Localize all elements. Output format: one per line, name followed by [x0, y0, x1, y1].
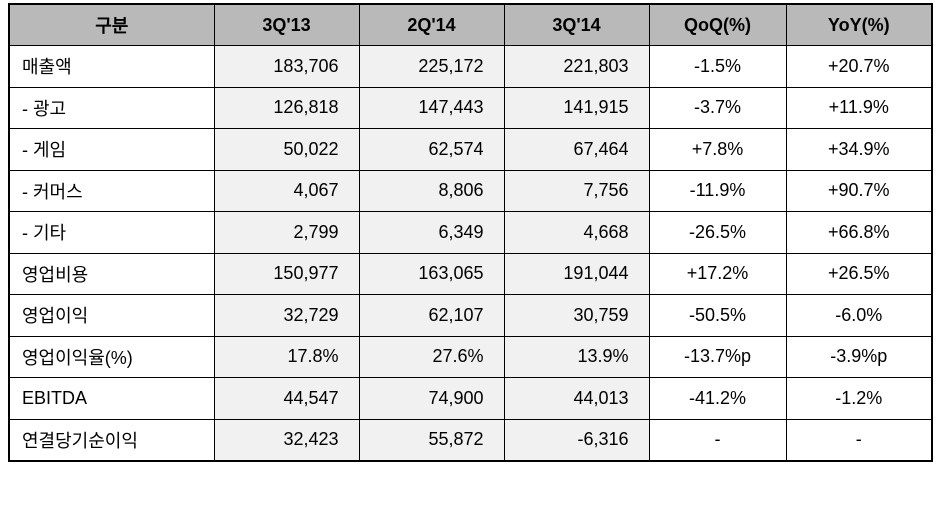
change-value-cell: +20.7% [785, 45, 933, 88]
change-value-cell: +11.9% [785, 86, 933, 129]
quarter-value-cell: 62,574 [358, 128, 505, 171]
change-value-cell: +26.5% [785, 252, 933, 295]
quarter-value-cell: 27.6% [358, 335, 505, 378]
table-row: EBITDA 44,547 74,900 44,013 -41.2% -1.2% [8, 377, 933, 420]
column-header-3: 3Q'14 [503, 3, 650, 46]
column-header-2: 2Q'14 [358, 3, 505, 46]
column-header-0: 구분 [8, 3, 215, 46]
change-value-cell: +7.8% [648, 128, 787, 171]
row-label: 매출액 [8, 45, 215, 88]
change-value-cell: -11.9% [648, 169, 787, 212]
quarter-value-cell: 4,067 [213, 169, 360, 212]
table-row: 영업이익 32,729 62,107 30,759 -50.5% -6.0% [8, 294, 933, 337]
change-value-cell: -3.9%p [785, 335, 933, 378]
table-row: - 기타 2,799 6,349 4,668 -26.5% +66.8% [8, 211, 933, 254]
row-label: - 커머스 [8, 169, 215, 212]
quarter-value-cell: 221,803 [503, 45, 650, 88]
quarter-value-cell: 50,022 [213, 128, 360, 171]
table-row: - 커머스 4,067 8,806 7,756 -11.9% +90.7% [8, 169, 933, 212]
quarter-value-cell: 32,729 [213, 294, 360, 337]
row-label: 연결당기순이익 [8, 418, 215, 462]
change-value-cell: +66.8% [785, 211, 933, 254]
change-value-cell: +34.9% [785, 128, 933, 171]
change-value-cell: +90.7% [785, 169, 933, 212]
change-value-cell: - [648, 418, 787, 462]
quarter-value-cell: 32,423 [213, 418, 360, 462]
header-row: 구분 3Q'13 2Q'14 3Q'14 QoQ(%) YoY(%) [8, 3, 933, 46]
table-row: - 광고 126,818 147,443 141,915 -3.7% +11.9% [8, 86, 933, 129]
table-body: 매출액 183,706 225,172 221,803 -1.5% +20.7% - 광고 1… [8, 45, 933, 462]
column-header-5: YoY(%) [785, 3, 933, 46]
quarter-value-cell: 126,818 [213, 86, 360, 129]
quarter-value-cell: 8,806 [358, 169, 505, 212]
quarter-value-cell: 150,977 [213, 252, 360, 295]
table-row: 연결당기순이익 32,423 55,872 -6,316- - [8, 418, 933, 462]
change-value-cell: -13.7%p [648, 335, 787, 378]
quarter-value-cell: 67,464 [503, 128, 650, 171]
quarter-value-cell: 55,872 [358, 418, 505, 462]
quarter-value-cell: 2,799 [213, 211, 360, 254]
quarter-value-cell: 141,915 [503, 86, 650, 129]
quarter-value-cell: 4,668 [503, 211, 650, 254]
quarter-value-cell: 191,044 [503, 252, 650, 295]
change-value-cell: -26.5% [648, 211, 787, 254]
quarter-value-cell: 44,013 [503, 377, 650, 420]
quarter-value-cell: 225,172 [358, 45, 505, 88]
table-row: 영업이익율(%) 17.8% 27.6% 13.9% -13.7%p -3.9%p [8, 335, 933, 378]
quarter-value-cell: 44,547 [213, 377, 360, 420]
quarter-value-cell: 62,107 [358, 294, 505, 337]
financial-table: 구분 3Q'13 2Q'14 3Q'14 QoQ(%) YoY(%) 매출액 183,706… [8, 3, 933, 462]
quarter-value-cell: 17.8% [213, 335, 360, 378]
change-value-cell: -1.2% [785, 377, 933, 420]
table-row: 매출액 183,706 225,172 221,803 -1.5% +20.7% [8, 45, 933, 88]
row-label: 영업비용 [8, 252, 215, 295]
column-header-1: 3Q'13 [213, 3, 360, 46]
table-row: 영업비용 150,977 163,065 191,044 +17.2% +26.5% [8, 252, 933, 295]
change-value-cell: -41.2% [648, 377, 787, 420]
change-value-cell: -1.5% [648, 45, 787, 88]
row-label: - 광고 [8, 86, 215, 129]
table-row: - 게임 50,022 62,574 67,464 +7.8% +34.9% [8, 128, 933, 171]
quarter-value-cell: 13.9% [503, 335, 650, 378]
quarter-value-cell: 7,756 [503, 169, 650, 212]
row-label: 영업이익 [8, 294, 215, 337]
quarter-value-cell: -6,316 [503, 418, 650, 462]
change-value-cell: -50.5% [648, 294, 787, 337]
quarter-value-cell: 30,759 [503, 294, 650, 337]
change-value-cell: - [785, 418, 933, 462]
quarter-value-cell: 6,349 [358, 211, 505, 254]
change-value-cell: -6.0% [785, 294, 933, 337]
change-value-cell: +17.2% [648, 252, 787, 295]
change-value-cell: -3.7% [648, 86, 787, 129]
row-label: 영업이익율(%) [8, 335, 215, 378]
row-label: - 기타 [8, 211, 215, 254]
quarter-value-cell: 183,706 [213, 45, 360, 88]
quarter-value-cell: 163,065 [358, 252, 505, 295]
column-header-4: QoQ(%) [648, 3, 787, 46]
quarter-value-cell: 74,900 [358, 377, 505, 420]
row-label: EBITDA [8, 377, 215, 420]
row-label: - 게임 [8, 128, 215, 171]
quarter-value-cell: 147,443 [358, 86, 505, 129]
